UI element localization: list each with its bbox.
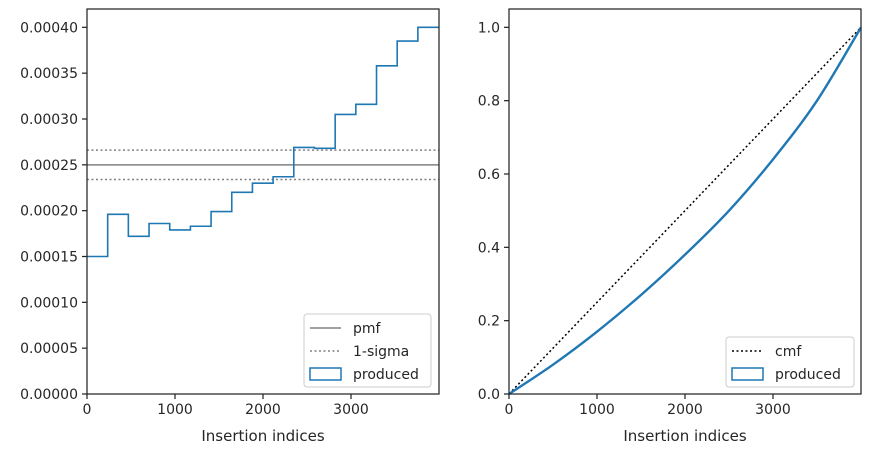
cmf-chart-y-tick-label: 0.6: [478, 167, 500, 183]
legend-label: produced: [353, 367, 419, 383]
cmf-chart-marks: [508, 26, 863, 395]
cmf-chart-y-tick-label: 1.0: [478, 20, 500, 36]
legend-label: cmf: [775, 344, 802, 360]
pmf-chart-y-tick-label: 0.00040: [20, 20, 78, 36]
pmf-chart-y-tick-label: 0.00030: [20, 112, 78, 128]
cmf-chart-x-tick-label: 2000: [667, 402, 703, 418]
cmf-chart-legend: cmf produced: [725, 336, 855, 388]
cmf-chart-y-tick-label: 0.8: [478, 94, 500, 110]
pmf-chart-legend: pmf 1-sigma produced: [303, 313, 432, 388]
pmf-chart-y-tick-label: 0.00025: [20, 158, 78, 174]
pmf-chart-y-tick-label: 0.00005: [20, 341, 78, 357]
legend-label: 1-sigma: [353, 344, 409, 360]
pmf-chart-y-tick-label: 0.00015: [20, 250, 78, 266]
legend-swatch-produced: [731, 367, 764, 381]
pmf-chart-y-ticks: 0.00000 0.00005 0.00010 0.00015 0.00020 0.000…: [20, 20, 87, 403]
pmf-chart-x-tick-label: 0: [83, 402, 92, 418]
pmf-chart-x-tick-label: 1000: [157, 402, 193, 418]
pmf-chart-y-tick-label: 0.00020: [20, 204, 78, 220]
pmf-chart-y-tick-label: 0.00000: [20, 387, 78, 403]
legend-box: [725, 336, 855, 388]
pmf-chart-panel: 0 1000 2000 3000 0.000000.000050.000100.000…: [20, 8, 440, 445]
pmf-chart-x-tick-label: 3000: [333, 402, 369, 418]
cmf-chart-y-tick-label: 0.0: [478, 387, 500, 403]
pmf-chart-x-axis-label: Insertion indices: [201, 427, 324, 445]
cmf-chart-x-tick-label: 3000: [755, 402, 791, 418]
pmf-chart-x-tick-label: 2000: [245, 402, 281, 418]
cmf-chart-y-ticks: 0.0 0.2 0.4 0.6 0.8 1.0: [478, 20, 509, 403]
cmf-chart-panel: 0 1000 2000 3000 0.0 0.2 0.4 0.6 0.8 1.0 Inserti…: [478, 8, 863, 445]
cmf-chart-x-tick-label: 1000: [579, 402, 615, 418]
cmf-chart-x-tick-label: 0: [505, 402, 514, 418]
cmf-line: [508, 26, 862, 395]
legend-swatch-produced: [309, 367, 342, 381]
pmf-chart-y-tick-label: 0.00035: [20, 66, 78, 82]
legend-label: produced: [775, 367, 841, 383]
cmf-chart-x-axis-label: Insertion indices: [623, 427, 746, 445]
pmf-chart-y-tick-label: 0.00010: [20, 295, 78, 311]
cmf-chart-x-ticks: 0 1000 2000 3000: [505, 394, 791, 418]
produced-histogram-step: [87, 26, 439, 258]
pmf-chart-x-ticks: 0 1000 2000 3000: [83, 394, 369, 418]
produced-cumulative-line: [508, 26, 863, 395]
cmf-chart-y-tick-label: 0.4: [478, 240, 500, 256]
cmf-chart-y-tick-label: 0.2: [478, 314, 500, 330]
cmf-chart-frame: [508, 8, 862, 395]
legend-label: pmf: [353, 321, 382, 337]
pmf-chart-marks: [87, 26, 439, 258]
